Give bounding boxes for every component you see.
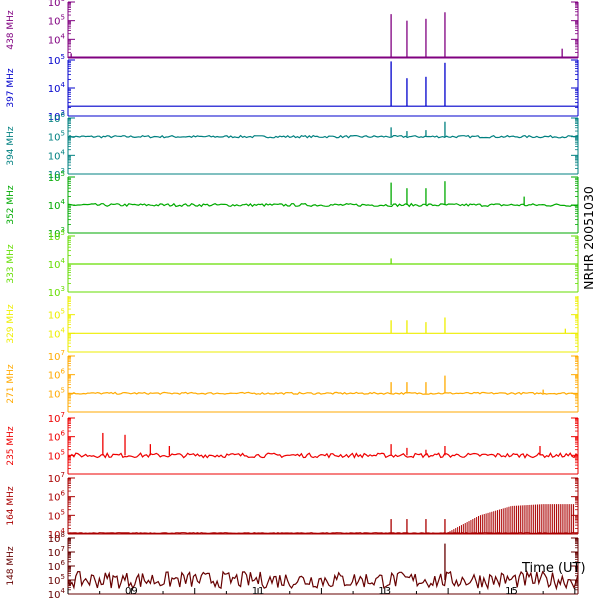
y-tick-label: 107 bbox=[48, 545, 65, 559]
y-tick-label: 105 bbox=[48, 386, 65, 400]
channel-label: 271 MHz bbox=[6, 364, 16, 404]
y-tick-label: 104 bbox=[48, 257, 66, 271]
channel-label: 148 MHz bbox=[6, 546, 16, 586]
baseline-trace bbox=[67, 452, 579, 459]
y-tick-label: 105 bbox=[48, 130, 65, 144]
y-tick-label: 105 bbox=[48, 229, 65, 243]
y-tick-label: 104 bbox=[48, 527, 66, 541]
y-tick-label: 105 bbox=[48, 448, 65, 462]
x-tick-label: 11 bbox=[252, 586, 265, 597]
y-tick-label: 104 bbox=[48, 326, 66, 340]
panel-397-mhz: 105 104 103 397 MHz bbox=[6, 53, 579, 123]
channel-label: 235 MHz bbox=[6, 426, 16, 466]
channel-label: 333 MHz bbox=[6, 244, 16, 284]
baseline-trace bbox=[67, 202, 579, 208]
y-tick-label: 105 bbox=[48, 170, 65, 184]
y-tick-label: 105 bbox=[48, 508, 65, 522]
baseline-trace bbox=[67, 532, 579, 535]
panel-235-mhz: 107 106 105 235 MHz bbox=[6, 411, 579, 475]
channel-label: 352 MHz bbox=[6, 185, 16, 225]
y-tick-label: 105 bbox=[48, 14, 65, 28]
panel-394-mhz: 106 105 104 103 394 MHz bbox=[6, 111, 579, 181]
channel-label: 164 MHz bbox=[6, 486, 16, 526]
channel-label: 329 MHz bbox=[6, 304, 16, 344]
x-tick-label: 15 bbox=[505, 586, 518, 597]
y-tick-label: 103 bbox=[48, 167, 65, 181]
chart-title: NRHR 20051030 bbox=[581, 186, 596, 290]
baseline-trace bbox=[67, 134, 579, 139]
panel-164-mhz: 107 106 105 104 164 MHz bbox=[6, 471, 579, 541]
y-tick-label: 106 bbox=[48, 0, 66, 9]
x-axis-label: Time (UT) bbox=[521, 561, 586, 576]
baseline-trace bbox=[67, 570, 579, 591]
baseline-trace bbox=[67, 391, 579, 395]
panel-329-mhz: 105 104 329 MHz bbox=[6, 296, 579, 353]
y-tick-label: 103 bbox=[48, 285, 65, 299]
y-tick-label: 106 bbox=[48, 559, 66, 573]
panel-352-mhz: 105 104 103 352 MHz bbox=[6, 170, 579, 240]
channel-label: 394 MHz bbox=[6, 126, 16, 166]
x-tick-label: 13 bbox=[378, 586, 391, 597]
time-axis: 09 11 13 15 bbox=[67, 586, 576, 597]
y-tick-label: 108 bbox=[48, 531, 65, 545]
y-tick-label: 106 bbox=[48, 430, 66, 444]
channel-label: 397 MHz bbox=[6, 68, 16, 108]
y-tick-label: 105 bbox=[48, 53, 65, 67]
y-tick-label: 107 bbox=[48, 349, 65, 363]
panel-333-mhz: 105 104 103 333 MHz bbox=[6, 229, 579, 299]
y-tick-label: 105 bbox=[48, 573, 65, 587]
x-tick-label: 09 bbox=[125, 586, 138, 597]
y-tick-label: 104 bbox=[48, 32, 66, 46]
y-tick-label: 106 bbox=[48, 111, 66, 125]
y-tick-label: 104 bbox=[48, 81, 66, 95]
y-tick-label: 104 bbox=[48, 587, 66, 600]
channel-label: 438 MHz bbox=[6, 10, 16, 50]
y-tick-label: 107 bbox=[48, 411, 65, 425]
y-tick-label: 104 bbox=[48, 148, 66, 162]
y-tick-label: 103 bbox=[48, 226, 65, 240]
y-tick-label: 105 bbox=[48, 308, 65, 322]
y-tick-label: 106 bbox=[48, 490, 66, 504]
y-tick-label: 107 bbox=[48, 471, 65, 485]
y-tick-label: 104 bbox=[48, 198, 66, 212]
panel-438-mhz: 106 105 104 438 MHz bbox=[6, 0, 579, 59]
panel-271-mhz: 107 106 105 271 MHz bbox=[6, 349, 579, 413]
y-tick-label: 106 bbox=[48, 368, 66, 382]
y-tick-label: 103 bbox=[48, 109, 65, 123]
